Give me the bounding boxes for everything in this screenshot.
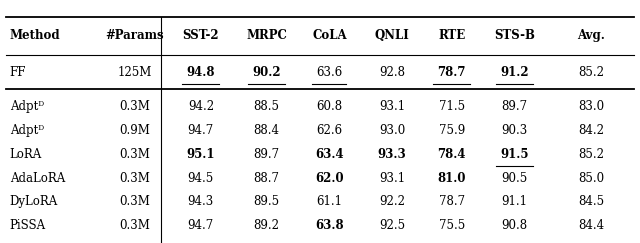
Text: 91.2: 91.2 [500,66,529,79]
Text: 0.3M: 0.3M [120,219,150,232]
Text: FF: FF [10,66,26,79]
Text: 84.4: 84.4 [578,219,604,232]
Text: 91.5: 91.5 [500,148,529,161]
Text: 92.5: 92.5 [379,219,405,232]
Text: Adptᴰ: Adptᴰ [10,124,44,137]
Text: 89.7: 89.7 [501,100,527,113]
Text: 60.8: 60.8 [316,100,342,113]
Text: AdaLoRA: AdaLoRA [10,172,65,185]
Text: 75.5: 75.5 [438,219,465,232]
Text: Avg.: Avg. [577,29,605,42]
Text: 81.0: 81.0 [438,172,466,185]
Text: 0.3M: 0.3M [120,195,150,208]
Text: 94.3: 94.3 [188,195,214,208]
Text: 78.7: 78.7 [438,195,465,208]
Text: Method: Method [10,29,60,42]
Text: QNLI: QNLI [375,29,410,42]
Text: 93.1: 93.1 [379,172,405,185]
Text: 63.8: 63.8 [315,219,344,232]
Text: 89.2: 89.2 [253,219,280,232]
Text: 71.5: 71.5 [438,100,465,113]
Text: 62.6: 62.6 [316,124,342,137]
Text: CoLA: CoLA [312,29,347,42]
Text: Adptᴰ: Adptᴰ [10,100,44,113]
Text: 93.1: 93.1 [379,100,405,113]
Text: 90.8: 90.8 [501,219,527,232]
Text: 91.1: 91.1 [501,195,527,208]
Text: 84.2: 84.2 [579,124,604,137]
Text: DyLoRA: DyLoRA [10,195,58,208]
Text: 61.1: 61.1 [316,195,342,208]
Text: 63.4: 63.4 [315,148,344,161]
Text: 84.5: 84.5 [578,195,604,208]
Text: 75.9: 75.9 [438,124,465,137]
Text: 94.5: 94.5 [188,172,214,185]
Text: 0.3M: 0.3M [120,172,150,185]
Text: 89.7: 89.7 [253,148,280,161]
Text: 0.3M: 0.3M [120,100,150,113]
Text: 94.8: 94.8 [187,66,215,79]
Text: 83.0: 83.0 [578,100,604,113]
Text: 94.2: 94.2 [188,100,214,113]
Text: 88.4: 88.4 [253,124,280,137]
Text: 94.7: 94.7 [188,124,214,137]
Text: 85.2: 85.2 [579,66,604,79]
Text: MRPC: MRPC [246,29,287,42]
Text: 78.7: 78.7 [438,66,466,79]
Text: 78.4: 78.4 [438,148,466,161]
Text: 125M: 125M [118,66,152,79]
Text: 62.0: 62.0 [315,172,344,185]
Text: 92.2: 92.2 [379,195,405,208]
Text: 95.1: 95.1 [187,148,215,161]
Text: #Params: #Params [106,29,164,42]
Text: STS-B: STS-B [494,29,535,42]
Text: LoRA: LoRA [10,148,42,161]
Text: 88.5: 88.5 [253,100,280,113]
Text: RTE: RTE [438,29,465,42]
Text: 0.9M: 0.9M [120,124,150,137]
Text: 89.5: 89.5 [253,195,280,208]
Text: 85.2: 85.2 [579,148,604,161]
Text: 0.3M: 0.3M [120,148,150,161]
Text: 90.3: 90.3 [501,124,527,137]
Text: 94.7: 94.7 [188,219,214,232]
Text: 63.6: 63.6 [316,66,342,79]
Text: 90.2: 90.2 [252,66,281,79]
Text: 93.0: 93.0 [379,124,405,137]
Text: 90.5: 90.5 [501,172,527,185]
Text: 92.8: 92.8 [379,66,405,79]
Text: 85.0: 85.0 [578,172,604,185]
Text: 88.7: 88.7 [253,172,280,185]
Text: 93.3: 93.3 [378,148,406,161]
Text: PiSSA: PiSSA [10,219,45,232]
Text: SST-2: SST-2 [182,29,219,42]
